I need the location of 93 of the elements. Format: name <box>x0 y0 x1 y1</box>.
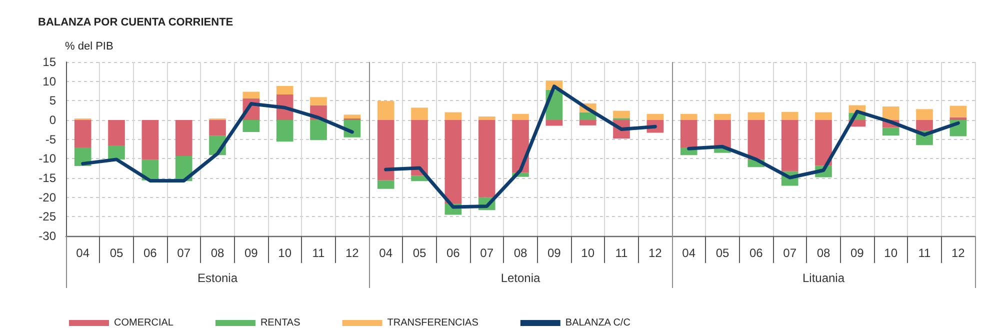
bar <box>579 120 596 126</box>
bar <box>478 120 496 198</box>
bar <box>276 86 294 94</box>
y-tick-label: -15 <box>38 171 56 185</box>
text: Estonia <box>197 271 238 285</box>
x-tick-label: 04 <box>682 246 696 260</box>
x-tick-label: 07 <box>783 246 797 260</box>
bar <box>377 120 394 180</box>
bar <box>714 120 731 148</box>
bar <box>882 128 900 136</box>
bar <box>546 120 563 126</box>
bar <box>209 120 226 136</box>
bar <box>74 120 92 148</box>
y-axis-title: % del PIB <box>65 40 114 52</box>
y-tick-label: -10 <box>38 152 56 166</box>
bar <box>142 120 159 160</box>
bar <box>175 120 192 156</box>
x-tick-label: 12 <box>648 246 662 260</box>
line-series <box>384 84 657 209</box>
y-tick-label: -20 <box>38 190 56 204</box>
x-tick-label: 04 <box>76 246 90 260</box>
bar <box>916 109 933 120</box>
x-tick-label: 11 <box>312 246 326 260</box>
x-tick-label: 11 <box>615 246 628 260</box>
legend-label: RENTAS <box>260 318 301 328</box>
bar <box>815 112 832 120</box>
x-tick-label: 09 <box>547 246 562 260</box>
y-tick-label: 5 <box>49 94 56 108</box>
bar <box>950 106 967 118</box>
bar <box>613 110 630 118</box>
bar <box>680 120 698 148</box>
x-tick-label: 10 <box>278 246 292 260</box>
x-tick-label: 09 <box>850 246 864 260</box>
x-tick-label: 05 <box>716 246 730 260</box>
bar <box>748 112 765 120</box>
bar <box>411 108 428 120</box>
bar <box>310 97 327 106</box>
x-tick-label: 10 <box>884 246 898 260</box>
bar <box>411 120 428 176</box>
bar <box>882 106 900 120</box>
bar <box>377 101 394 120</box>
bar <box>781 112 798 120</box>
y-tick-label: 0 <box>49 113 56 127</box>
x-tick-label: 08 <box>210 246 224 260</box>
bar <box>108 146 125 160</box>
x-tick-label: 04 <box>379 246 393 260</box>
bar <box>512 114 529 120</box>
chart-title: BALANZA POR CUENTA CORRIENTE <box>38 16 234 28</box>
bar <box>108 120 125 146</box>
bar <box>781 120 798 172</box>
y-tick-label: 10 <box>42 74 56 88</box>
bar <box>579 112 596 120</box>
bar <box>444 112 462 120</box>
legend-label: COMERCIAL <box>114 318 174 328</box>
legend-label: BALANZA C/C <box>565 318 630 328</box>
text: Lituania <box>802 271 845 285</box>
y-tick-label: 15 <box>42 55 56 69</box>
bar <box>478 116 496 120</box>
bar <box>276 120 294 142</box>
x-tick-label: 09 <box>244 246 258 260</box>
x-tick-label: 08 <box>816 246 830 260</box>
x-tick-label: 12 <box>951 246 966 260</box>
bar <box>444 120 462 204</box>
line-series <box>687 110 960 180</box>
bar <box>748 120 765 160</box>
legend-label: TRANSFERENCIAS <box>387 318 479 328</box>
x-tick-label: 06 <box>749 246 764 260</box>
x-tick-label: 10 <box>581 246 595 260</box>
bar <box>242 120 260 132</box>
x-tick-label: 07 <box>480 246 494 260</box>
y-tick-label: -25 <box>38 210 56 224</box>
bar <box>950 117 967 120</box>
x-tick-label: 06 <box>446 246 460 260</box>
x-tick-label: 07 <box>177 246 191 260</box>
bar <box>377 180 394 189</box>
bar <box>344 114 361 118</box>
bar <box>310 120 327 140</box>
bar <box>815 120 832 166</box>
text: Letonia <box>500 271 541 285</box>
bar <box>916 120 933 130</box>
bar <box>646 114 664 120</box>
x-tick-label: 06 <box>143 246 158 260</box>
x-tick-label: 05 <box>412 246 426 260</box>
bar <box>242 92 260 98</box>
y-tick-label: -30 <box>38 229 56 243</box>
bar <box>680 114 698 120</box>
line-series <box>81 102 354 182</box>
bar <box>714 114 731 120</box>
x-tick-label: 08 <box>514 246 528 260</box>
y-tick-label: -5 <box>45 132 56 146</box>
x-tick-label: 05 <box>110 246 124 260</box>
x-tick-label: 11 <box>918 246 932 260</box>
x-tick-label: 12 <box>345 246 360 260</box>
